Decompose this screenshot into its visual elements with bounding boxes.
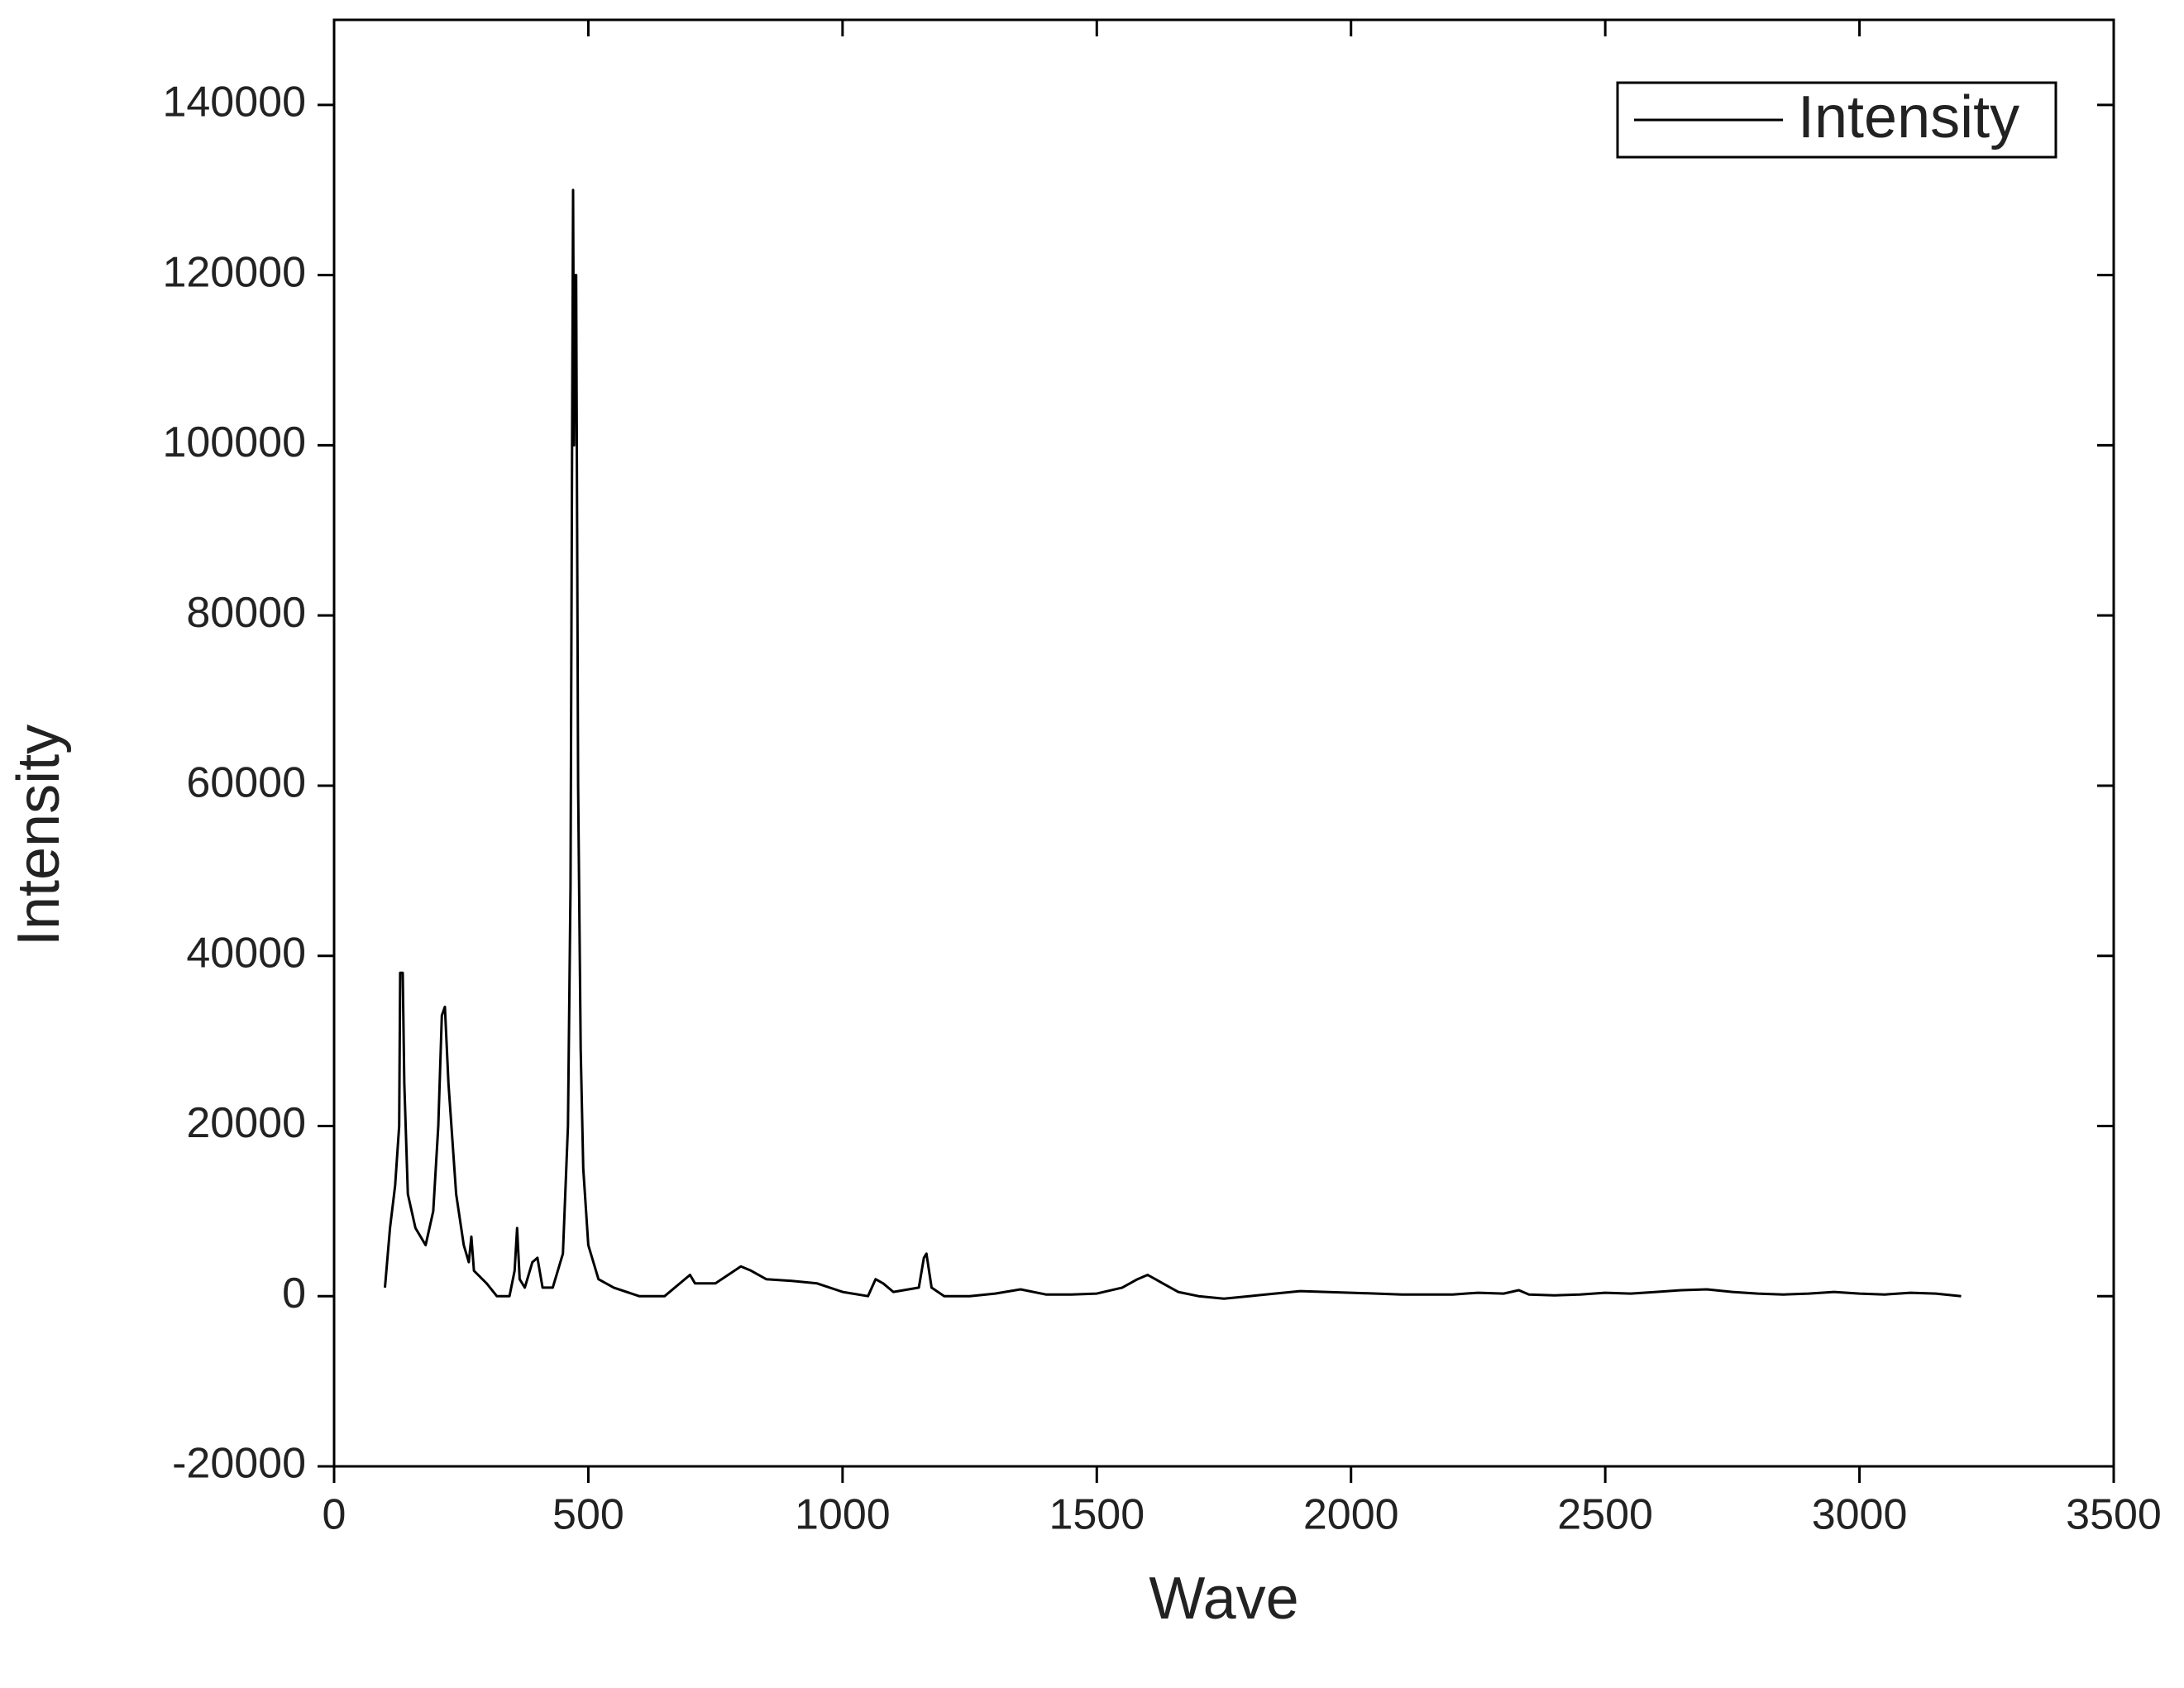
y-tick-label: 140000: [162, 79, 306, 127]
plot-frame: [332, 18, 2115, 1468]
x-tick-label: 2000: [1303, 1491, 1399, 1539]
y-tick-label: 40000: [186, 929, 306, 977]
x-tick-label: 3500: [2066, 1491, 2162, 1539]
data-line: [384, 189, 1962, 1300]
x-tick-label: 1500: [1049, 1491, 1145, 1539]
x-tick-label: 0: [323, 1491, 346, 1539]
legend-label: Intensity: [1798, 84, 2019, 151]
y-tick-label: 120000: [162, 248, 306, 296]
x-tick-label: 3000: [1812, 1491, 1908, 1539]
y-tick-label: 0: [282, 1270, 306, 1317]
y-axis-title: Intensity: [6, 724, 72, 946]
x-tick-label: 500: [552, 1491, 624, 1539]
y-tick-label: -20000: [172, 1440, 306, 1488]
y-tick-label: 60000: [186, 759, 306, 807]
y-tick-label: 80000: [186, 589, 306, 637]
x-tick-label: 1000: [795, 1491, 891, 1539]
y-tick-label: 100000: [162, 418, 306, 466]
x-tick-label: 2500: [1557, 1491, 1653, 1539]
y-tick-label: 20000: [186, 1099, 306, 1147]
x-axis-title: Wave: [1149, 1566, 1298, 1632]
